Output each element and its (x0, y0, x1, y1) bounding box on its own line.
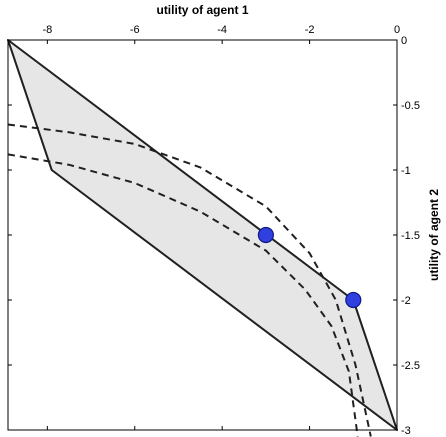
y-tick-label: -1 (401, 165, 411, 177)
data-point-2 (345, 291, 362, 309)
x-tick-label: 0 (394, 24, 400, 36)
y-tick-label: -3 (401, 425, 411, 437)
x-tick-label: -8 (42, 24, 52, 36)
dashed-curve-1 (7, 123, 372, 437)
dashed-curve-2 (7, 153, 359, 437)
curve-layer (7, 123, 372, 437)
x-tick-label: -4 (217, 24, 227, 36)
x-tick-label: -2 (305, 24, 315, 36)
y-axis-title: utility of agent 2 (427, 189, 441, 281)
x-tick-label: -6 (130, 24, 140, 36)
point-layer (257, 226, 362, 309)
y-tick-label: -0.5 (401, 100, 420, 112)
y-tick-label: -2.5 (401, 360, 420, 372)
data-point-1 (257, 226, 274, 244)
axes-layer: -8 -6 -4 -2 00 -0.5 -1 -1.5 -2 -2.5 -3 (7, 24, 420, 437)
y-tick-label: 0 (401, 35, 407, 47)
y-tick-label: -1.5 (401, 230, 420, 242)
feasible-region (7, 39, 398, 431)
feasible-region-layer (7, 39, 398, 431)
x-axis-title: utility of agent 1 (156, 3, 248, 17)
y-tick-label: -2 (401, 295, 411, 307)
